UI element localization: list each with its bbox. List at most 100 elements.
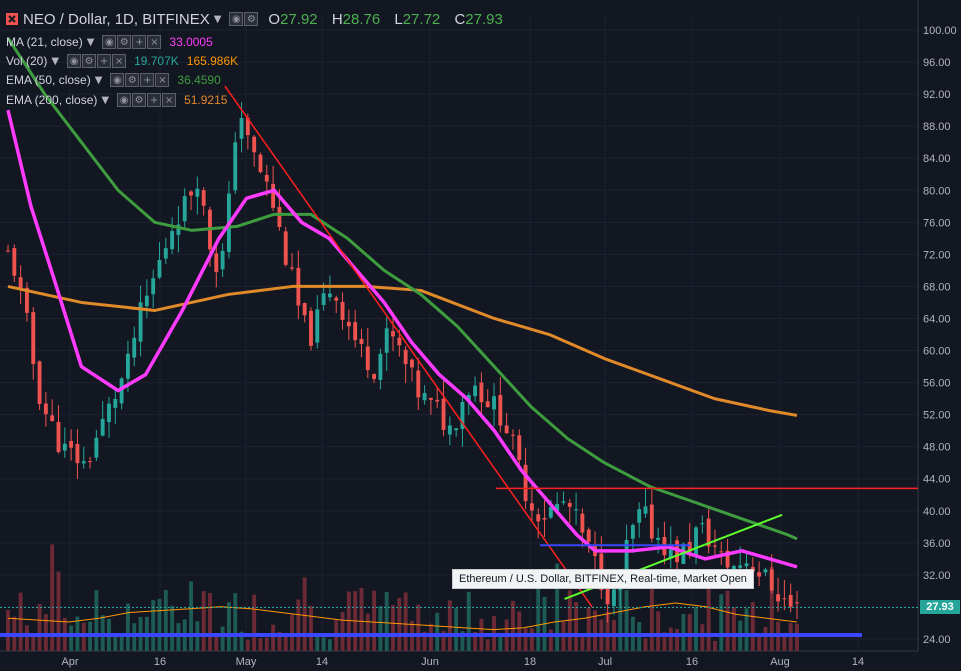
- ma21-line: [6, 109, 798, 569]
- volume-bar: [239, 631, 244, 651]
- candle-body: [694, 527, 698, 556]
- volume-bar: [517, 611, 522, 651]
- settings-icon[interactable]: ⚙: [125, 73, 140, 87]
- close-value: 27.93: [465, 10, 503, 28]
- candle-body: [731, 566, 736, 572]
- candle-body: [176, 224, 181, 235]
- eye-icon[interactable]: ◉: [102, 35, 117, 49]
- candle-body: [441, 398, 446, 430]
- volume-bar: [649, 587, 654, 651]
- candle-body: [245, 117, 250, 136]
- chevron-down-icon[interactable]: ▼: [101, 94, 110, 106]
- add-icon[interactable]: +: [147, 93, 162, 107]
- add-icon[interactable]: +: [140, 73, 155, 87]
- indicator-ema200[interactable]: EMA (200, close) ▼ ◉ ⚙ + × 51.9215: [6, 90, 227, 110]
- candle-body: [31, 312, 36, 364]
- candle-body: [586, 529, 591, 542]
- indicator-ema50[interactable]: EMA (50, close) ▼ ◉ ⚙ + × 36.4590: [6, 70, 221, 90]
- volume-bar: [511, 600, 515, 651]
- time-tick-label: Jul: [598, 656, 612, 668]
- candle-body: [327, 293, 332, 298]
- volume-bar: [422, 631, 427, 651]
- candle-body: [50, 415, 55, 421]
- close-icon[interactable]: ×: [162, 93, 177, 107]
- volume-bar: [441, 630, 446, 651]
- candle-body: [744, 563, 749, 567]
- price-tick-label: 68.00: [923, 281, 951, 293]
- candle-body: [795, 602, 799, 604]
- indicator-ma[interactable]: MA (21, close) ▼ ◉ ⚙ + × 33.0005: [6, 32, 213, 52]
- close-icon[interactable]: ×: [147, 35, 162, 49]
- candle-body: [277, 206, 282, 227]
- time-tick-label: Apr: [61, 656, 78, 668]
- close-icon[interactable]: ×: [155, 73, 170, 87]
- low-value: 27.72: [402, 10, 441, 28]
- candle-body: [37, 361, 42, 404]
- candle-body: [479, 382, 484, 403]
- price-tick-label: 60.00: [923, 346, 951, 358]
- volume-bar: [176, 623, 181, 651]
- volume-bar: [321, 637, 326, 651]
- candle-body: [548, 507, 553, 518]
- candle-body: [498, 395, 503, 426]
- settings-icon[interactable]: ⚙: [132, 93, 147, 107]
- chevron-down-icon[interactable]: ▼: [51, 55, 60, 67]
- price-tick-label: 80.00: [923, 185, 951, 197]
- settings-icon[interactable]: ⚙: [244, 12, 259, 26]
- time-tick-label: 14: [316, 656, 328, 668]
- candle-body: [757, 572, 762, 577]
- close-label: C: [454, 10, 466, 28]
- candle-body: [18, 277, 23, 289]
- add-icon[interactable]: +: [132, 35, 147, 49]
- volume-bar: [346, 591, 351, 651]
- eye-icon[interactable]: ◉: [229, 12, 244, 26]
- symbol-title[interactable]: NEO / Dollar, 1D, BITFINEX: [23, 10, 210, 28]
- candle-body: [170, 231, 175, 250]
- volume-bar: [574, 602, 579, 651]
- indicator-ema50-label[interactable]: EMA (50, close): [6, 73, 91, 87]
- eye-icon[interactable]: ◉: [67, 54, 82, 68]
- price-tick-label: 52.00: [923, 410, 951, 422]
- close-icon[interactable]: ×: [112, 54, 127, 68]
- chevron-down-icon[interactable]: ▼: [213, 13, 222, 25]
- candle-body: [605, 587, 610, 605]
- indicator-vol-value: 19.707K: [134, 54, 179, 68]
- volume-bar: [750, 602, 755, 651]
- candle-body: [290, 267, 294, 269]
- candle-body: [182, 196, 187, 222]
- eye-icon[interactable]: ◉: [117, 93, 132, 107]
- candle-body: [346, 321, 351, 327]
- settings-icon[interactable]: ⚙: [82, 54, 97, 68]
- volume-bar: [788, 622, 793, 651]
- eye-icon[interactable]: ◉: [110, 73, 125, 87]
- price-tick-label: 36.00: [923, 538, 951, 550]
- candle-body: [574, 509, 579, 511]
- candle-body: [6, 250, 10, 252]
- volume-bar: [700, 624, 705, 651]
- chevron-down-icon[interactable]: ▼: [94, 74, 103, 86]
- candle-body: [656, 537, 661, 540]
- candle-body: [315, 309, 320, 343]
- indicator-vol[interactable]: Vol (20) ▼ ◉ ⚙ + × 19.707K 165.986K: [6, 51, 238, 71]
- indicator-controls: ◉ ⚙ + ×: [102, 35, 162, 49]
- candle-body: [100, 418, 105, 436]
- volume-bar: [315, 636, 320, 651]
- candle-body: [372, 374, 377, 379]
- settings-icon[interactable]: ⚙: [117, 35, 132, 49]
- candle-body: [252, 136, 257, 153]
- candle-body: [384, 328, 389, 353]
- indicator-vol-label[interactable]: Vol (20): [6, 54, 48, 68]
- candle-body: [189, 191, 193, 196]
- volume-bar: [208, 593, 212, 651]
- indicator-ma-label[interactable]: MA (21, close): [6, 35, 83, 49]
- symbol-header[interactable]: NEO / Dollar, 1D, BITFINEX ▼ ◉ ⚙ O27.92 …: [6, 9, 503, 29]
- price-tick-label: 92.00: [923, 89, 951, 101]
- candle-body: [391, 331, 395, 337]
- candle-body: [687, 541, 692, 552]
- add-icon[interactable]: +: [97, 54, 112, 68]
- chevron-down-icon[interactable]: ▼: [86, 36, 95, 48]
- indicator-ema200-label[interactable]: EMA (200, close): [6, 93, 98, 107]
- candle-body: [201, 190, 206, 206]
